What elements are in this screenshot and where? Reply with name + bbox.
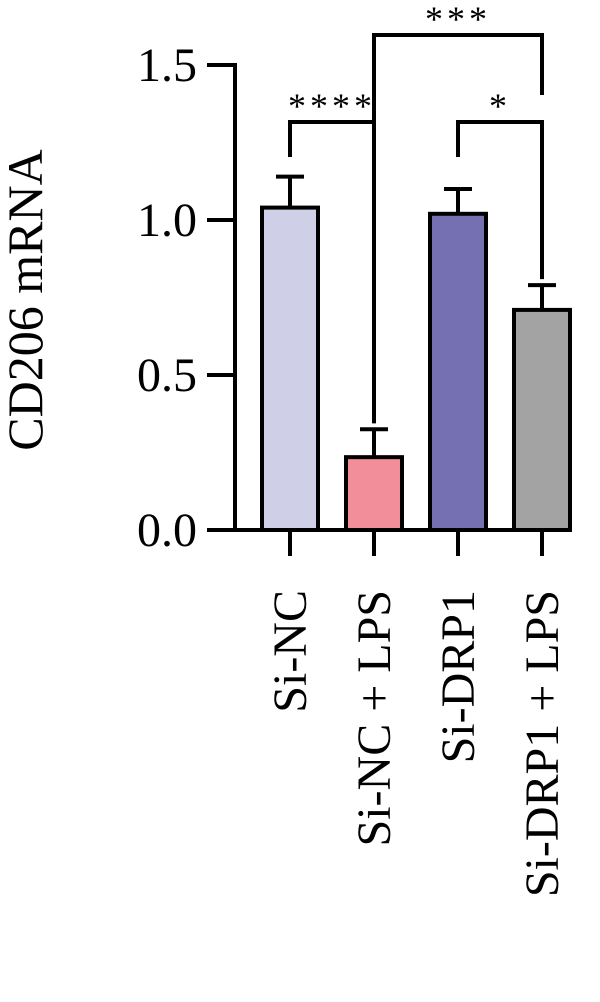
y-tick-label: 1.5: [137, 39, 197, 92]
x-tick-label: Si-NC + LPS: [348, 590, 401, 846]
y-axis-title: CD206 mRNA: [0, 149, 53, 450]
significance-label: ****: [288, 86, 376, 126]
significance-bracket: [372, 33, 544, 424]
x-tick-label: Si-NC: [264, 590, 317, 713]
bar: [428, 211, 488, 533]
significance-label: *: [489, 86, 511, 126]
bar: [512, 307, 572, 532]
y-tick-label: 0.0: [137, 504, 197, 557]
bar: [344, 455, 404, 532]
bar: [260, 205, 320, 532]
x-tick-label: Si-DRP1: [432, 590, 485, 763]
y-tick-label: 1.0: [137, 194, 197, 247]
significance-bracket: [456, 120, 544, 280]
x-tick-label: Si-DRP1 + LPS: [516, 590, 569, 897]
significance-label: ***: [425, 0, 491, 39]
y-tick-label: 0.5: [137, 349, 197, 402]
